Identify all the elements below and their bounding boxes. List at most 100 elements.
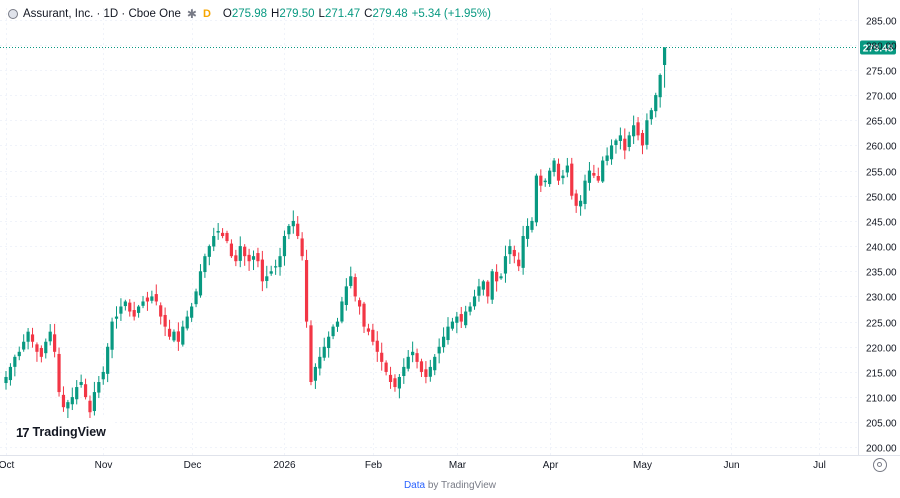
candle-body bbox=[128, 302, 132, 312]
candle-body bbox=[300, 238, 304, 257]
candle-body bbox=[243, 246, 247, 257]
candle-body bbox=[636, 122, 640, 136]
x-tick-label: May bbox=[633, 460, 652, 471]
candle-body bbox=[579, 200, 583, 207]
candle-body bbox=[269, 271, 273, 274]
candle-body bbox=[172, 331, 176, 341]
y-tick-label: 210.00 bbox=[866, 394, 897, 405]
candle-body bbox=[450, 321, 455, 329]
price-overlay: 279.48 bbox=[0, 40, 896, 55]
candle-body bbox=[592, 172, 596, 176]
candle-body bbox=[658, 74, 662, 98]
x-tick-label: Mar bbox=[449, 460, 467, 471]
candle-body bbox=[530, 220, 534, 230]
candle-body bbox=[552, 160, 556, 172]
candle-body bbox=[203, 256, 207, 273]
open-value: 275.98 bbox=[231, 8, 268, 20]
candle-body bbox=[304, 260, 309, 322]
candle-body bbox=[274, 266, 278, 268]
candle-body bbox=[654, 95, 658, 112]
candle-body bbox=[190, 306, 194, 318]
x-tick-label: Jun bbox=[723, 460, 739, 471]
candle-body bbox=[318, 356, 322, 369]
data-link[interactable]: Data bbox=[403, 480, 426, 491]
candle-body bbox=[640, 133, 645, 146]
candle-body bbox=[331, 326, 335, 337]
candle-body bbox=[645, 120, 649, 145]
candle-body bbox=[570, 163, 574, 196]
candle-body bbox=[486, 281, 490, 297]
candle-body bbox=[459, 314, 463, 322]
candle-body bbox=[194, 291, 198, 305]
candle-body bbox=[539, 175, 543, 186]
candle-body bbox=[344, 286, 348, 306]
y-axis: 285.00 280.00 275.00 270.00 265.00 260.00 255.… bbox=[866, 17, 897, 455]
candle-body bbox=[256, 253, 260, 262]
candle-body bbox=[565, 165, 569, 173]
candle-body bbox=[406, 356, 410, 369]
candle-body bbox=[212, 236, 216, 247]
candle-body bbox=[525, 225, 530, 239]
candle-body bbox=[159, 305, 163, 317]
candle-body bbox=[265, 276, 269, 281]
x-axis: Oct Nov Dec 2026 Feb Mar Apr May Jun Jul bbox=[0, 460, 826, 471]
candle-body bbox=[251, 256, 256, 260]
candle-body bbox=[388, 374, 393, 383]
candle-body bbox=[358, 300, 362, 307]
y-tick-label: 200.00 bbox=[866, 444, 897, 455]
y-tick-label: 240.00 bbox=[866, 243, 897, 254]
candle-body bbox=[4, 376, 8, 384]
candle-body bbox=[278, 256, 282, 268]
candle-body bbox=[83, 384, 88, 398]
candle-body bbox=[455, 316, 459, 323]
candle-body bbox=[44, 341, 48, 354]
candle-body bbox=[548, 170, 552, 185]
candle-body bbox=[521, 236, 525, 268]
high-label: H bbox=[271, 8, 280, 20]
candle-body bbox=[596, 175, 600, 181]
candle-body bbox=[141, 301, 145, 306]
candle-body bbox=[66, 402, 70, 409]
candle-body bbox=[35, 344, 39, 352]
symbol-title[interactable]: Assurant, Inc. · 1D · Cboe One bbox=[23, 8, 181, 20]
symbol-logo-icon bbox=[8, 9, 18, 19]
candle-body bbox=[618, 135, 622, 141]
candle-body bbox=[322, 346, 326, 358]
candle-body bbox=[216, 230, 220, 233]
tradingview-logo[interactable]: 17 TradingView bbox=[8, 418, 114, 446]
y-tick-label: 215.00 bbox=[866, 369, 897, 380]
candle-body bbox=[185, 316, 189, 329]
candle-body bbox=[468, 306, 472, 312]
candle-body bbox=[225, 232, 229, 242]
candle-body bbox=[282, 236, 287, 257]
candle-body bbox=[154, 294, 158, 302]
x-tick-label: Apr bbox=[543, 460, 559, 471]
y-tick-label: 220.00 bbox=[866, 344, 897, 355]
change-value: +5.34 (+1.95%) bbox=[411, 8, 491, 20]
candle-body bbox=[17, 351, 21, 357]
x-tick-label: Dec bbox=[184, 460, 202, 471]
candle-body bbox=[662, 47, 667, 65]
y-tick-label: 265.00 bbox=[866, 117, 897, 128]
candle-body bbox=[70, 397, 74, 405]
gear-icon[interactable]: ✱ bbox=[186, 7, 197, 21]
candle-body bbox=[106, 346, 110, 374]
candle-body bbox=[48, 331, 52, 342]
chart-settings-icon[interactable] bbox=[873, 458, 887, 472]
y-tick-label: 275.00 bbox=[866, 67, 897, 78]
candle-body bbox=[437, 346, 441, 354]
candle-body bbox=[366, 328, 371, 332]
candle-body bbox=[649, 110, 653, 120]
candle-body bbox=[397, 376, 401, 389]
candle-body bbox=[508, 246, 512, 255]
y-tick-label: 270.00 bbox=[866, 92, 897, 103]
candle-body bbox=[495, 271, 499, 282]
candle-body bbox=[167, 328, 172, 337]
x-tick-label: Nov bbox=[95, 460, 113, 471]
candle-body bbox=[362, 303, 366, 327]
candle-body bbox=[512, 249, 516, 257]
candle-body bbox=[583, 180, 587, 204]
candle-body bbox=[411, 351, 415, 356]
candle-body bbox=[605, 155, 609, 161]
